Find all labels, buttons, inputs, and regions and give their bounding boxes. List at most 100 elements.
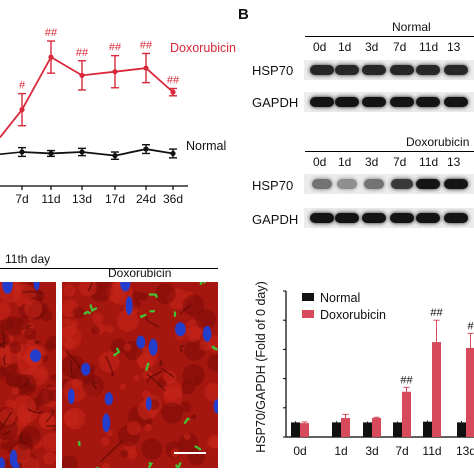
tissue-texture [106, 429, 114, 437]
tissue-texture [5, 370, 22, 388]
blot-band [444, 65, 468, 75]
membrane-line [91, 381, 98, 390]
blot-normal-gapdh-label: GAPDH [252, 95, 299, 110]
bar-significance-mark: ## [430, 307, 443, 319]
bar-chart-y-axis-label: HSP70/GAPDH (Fold of 0 day) [254, 281, 268, 453]
bar-chart-x-tick-label: 3d [365, 444, 378, 458]
legend-dox-swatch [302, 310, 314, 318]
membrane-line [22, 291, 43, 295]
green-signal [173, 311, 177, 317]
blot-dox-hsp70-row [304, 174, 474, 194]
blot-normal-gapdh-row [304, 92, 474, 112]
bar-normal [423, 421, 432, 437]
dox-point [112, 69, 118, 75]
membrane-line [70, 360, 73, 379]
blot-band [335, 65, 359, 75]
blot-band [363, 179, 385, 189]
nucleus [125, 296, 133, 316]
bar-chart-x-tick-label: 7d [395, 444, 408, 458]
green-signal [149, 293, 158, 299]
nucleus [175, 322, 186, 337]
blot-normal-hsp70-row [304, 60, 474, 80]
tissue-texture [182, 294, 205, 317]
nucleus [145, 396, 152, 411]
bar-normal [291, 422, 300, 437]
tissue-texture [65, 338, 76, 349]
blot-band [310, 65, 334, 75]
tissue-texture [127, 449, 138, 460]
blot-band [310, 97, 334, 107]
tissue-texture [144, 423, 152, 432]
tissue-texture [126, 421, 141, 436]
tissue-texture [11, 386, 20, 396]
membrane-line [25, 324, 32, 330]
green-signal [112, 347, 121, 357]
dox-point [19, 107, 25, 113]
tissue-texture [23, 327, 37, 341]
tissue-texture [50, 374, 56, 382]
tissue-texture [119, 383, 127, 391]
dox-point [170, 89, 176, 95]
tissue-texture [123, 343, 132, 352]
tissue-texture [0, 323, 5, 332]
tissue-texture [0, 365, 8, 380]
blot-lane-label: 7d [393, 40, 407, 54]
blot-band [390, 213, 414, 223]
membrane-line [20, 431, 26, 444]
tissue-texture [63, 284, 76, 297]
blot-band [337, 179, 357, 189]
bar-doxorubicin [300, 423, 309, 437]
normal-point [19, 149, 25, 155]
membrane-line [145, 316, 160, 328]
bar-chart-x-tick-label: 13d [456, 444, 474, 458]
tissue-texture [40, 309, 53, 322]
blot-lane-label: 1d [338, 40, 352, 54]
blot-band [362, 65, 386, 75]
membrane-line [0, 343, 6, 349]
membrane-line [179, 345, 185, 354]
blot-lane-label: 13 [447, 155, 461, 169]
tissue-texture [178, 433, 199, 453]
dox-line-leadin [0, 109, 23, 138]
nucleus [33, 282, 40, 291]
line-chart-x-tick-label: 17d [105, 192, 125, 206]
tissue-texture [62, 349, 67, 359]
micrograph-day-title: 11th day [5, 252, 51, 266]
membrane-line [105, 355, 114, 376]
tissue-texture [41, 354, 49, 363]
panel-b-letter: B [238, 6, 249, 23]
tissue-texture [137, 353, 154, 370]
blot-band [362, 213, 386, 223]
blot-band [335, 213, 359, 223]
dox-significance-mark: ## [140, 39, 153, 51]
micrograph-dox-label: Doxorubicin [108, 266, 172, 280]
green-signal [199, 282, 206, 286]
tissue-texture [92, 312, 104, 324]
dox-significance-mark: ## [167, 74, 180, 86]
blot-band [390, 179, 414, 189]
blot-lane-label: 7d [393, 155, 407, 169]
line-chart-x-tick-label: 24d [136, 192, 156, 206]
legend-normal-text: Normal [320, 291, 360, 305]
membrane-line [100, 440, 123, 463]
tissue-texture [180, 401, 192, 413]
tissue-texture [182, 363, 205, 387]
dox-significance-mark: ## [76, 47, 89, 59]
bar-doxorubicin [402, 391, 411, 437]
tissue-texture [120, 449, 129, 458]
membrane-line [179, 304, 192, 316]
tissue-texture [62, 455, 78, 468]
bar-doxorubicin [466, 347, 474, 437]
nucleus [29, 349, 42, 363]
green-signal [174, 461, 182, 468]
tissue-texture [16, 317, 30, 331]
blot-lane-label: 11d [419, 40, 439, 54]
blot-band [444, 97, 468, 107]
normal-point [79, 149, 85, 155]
dox-significance-mark: # [19, 80, 26, 92]
tissue-texture [63, 410, 80, 426]
nucleus [202, 325, 212, 342]
tissue-texture [62, 354, 85, 379]
bar-significance-mark: # [467, 320, 474, 332]
